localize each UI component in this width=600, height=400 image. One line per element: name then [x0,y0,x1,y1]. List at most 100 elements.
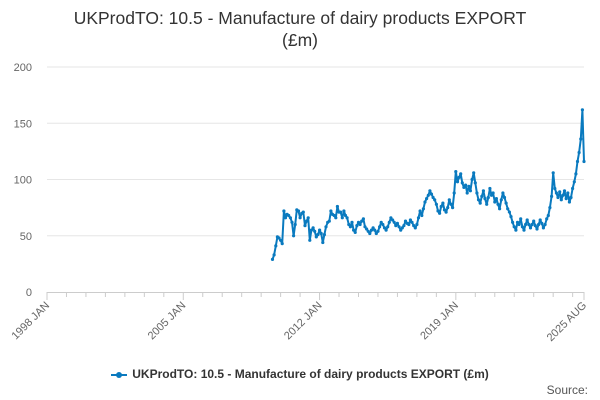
data-point[interactable] [306,216,310,220]
data-point[interactable] [292,234,296,238]
data-point[interactable] [502,195,507,200]
data-point[interactable] [454,170,458,174]
data-point[interactable] [493,200,497,204]
data-point[interactable] [556,195,560,200]
data-point[interactable] [327,219,331,223]
data-point[interactable] [395,221,399,225]
data-point[interactable] [532,219,536,223]
data-point[interactable] [350,220,354,224]
data-point[interactable] [543,222,547,227]
data-point[interactable] [394,224,398,228]
data-point[interactable] [478,201,482,205]
data-point[interactable] [282,209,286,213]
data-point[interactable] [408,218,412,222]
data-point[interactable] [279,238,283,242]
data-point[interactable] [280,242,284,246]
data-point[interactable] [446,206,450,210]
data-point[interactable] [545,217,549,221]
data-point[interactable] [554,191,559,195]
data-point[interactable] [494,197,498,201]
data-point[interactable] [309,228,313,232]
data-point[interactable] [363,225,367,229]
data-point[interactable] [498,207,502,211]
data-point[interactable] [293,222,297,227]
data-point[interactable] [457,175,461,179]
data-point[interactable] [527,222,531,227]
data-point[interactable] [433,198,437,202]
data-point[interactable] [378,225,382,229]
data-point[interactable] [429,192,434,196]
data-point[interactable] [506,207,510,211]
data-point[interactable] [381,222,385,227]
data-point[interactable] [444,210,448,214]
data-point[interactable] [510,220,515,224]
data-point[interactable] [514,228,518,232]
data-point[interactable] [483,197,487,201]
data-point[interactable] [382,226,387,230]
data-point[interactable] [486,195,490,200]
data-point[interactable] [314,235,318,239]
data-point[interactable] [301,210,305,214]
data-point[interactable] [447,198,451,202]
data-point[interactable] [481,189,485,193]
data-point[interactable] [373,228,377,232]
data-point[interactable] [480,194,484,198]
data-point[interactable] [541,226,546,230]
data-point[interactable] [348,225,352,229]
data-point[interactable] [439,204,443,209]
data-point[interactable] [311,226,315,230]
data-point[interactable] [319,231,323,236]
data-point[interactable] [288,216,292,220]
data-point[interactable] [334,216,338,220]
legend[interactable]: UKProdTO: 10.5 - Manufacture of dairy pr… [0,367,600,381]
data-point[interactable] [522,228,526,232]
data-point[interactable] [423,200,427,204]
data-point[interactable] [283,216,288,220]
data-point[interactable] [512,225,516,229]
data-point[interactable] [577,150,581,155]
data-point[interactable] [353,230,357,234]
data-point[interactable] [488,186,492,191]
data-point[interactable] [369,228,374,232]
data-point[interactable] [489,193,494,197]
data-point[interactable] [425,197,429,201]
data-point[interactable] [407,222,411,227]
data-point[interactable] [467,184,471,188]
data-point[interactable] [574,172,578,176]
data-point[interactable] [298,216,302,220]
data-point[interactable] [418,209,422,213]
data-point[interactable] [274,244,278,248]
data-point[interactable] [442,208,447,212]
data-point[interactable] [415,222,419,227]
data-point[interactable] [580,108,585,112]
data-point[interactable] [426,193,430,197]
data-point[interactable] [553,186,557,191]
data-point[interactable] [462,185,466,189]
data-point[interactable] [374,231,378,236]
data-point[interactable] [496,202,500,206]
data-point[interactable] [455,180,460,184]
data-point[interactable] [473,181,477,185]
data-point[interactable] [329,209,333,213]
data-point[interactable] [305,219,309,223]
data-point[interactable] [540,221,544,225]
data-point[interactable] [470,177,474,182]
data-point[interactable] [316,233,320,237]
data-point[interactable] [358,222,362,227]
data-point[interactable] [566,191,570,195]
data-point[interactable] [431,195,435,200]
data-point[interactable] [384,228,388,232]
data-point[interactable] [352,228,356,232]
data-point[interactable] [551,171,555,175]
data-point[interactable] [416,216,421,220]
data-point[interactable] [270,257,275,261]
data-point[interactable] [472,171,476,175]
data-point[interactable] [559,198,563,202]
data-point[interactable] [504,201,508,205]
data-point[interactable] [368,231,372,236]
data-point[interactable] [413,226,417,230]
data-point[interactable] [548,206,552,210]
data-point[interactable] [272,253,276,257]
data-point[interactable] [421,207,425,211]
data-point[interactable] [464,183,468,187]
